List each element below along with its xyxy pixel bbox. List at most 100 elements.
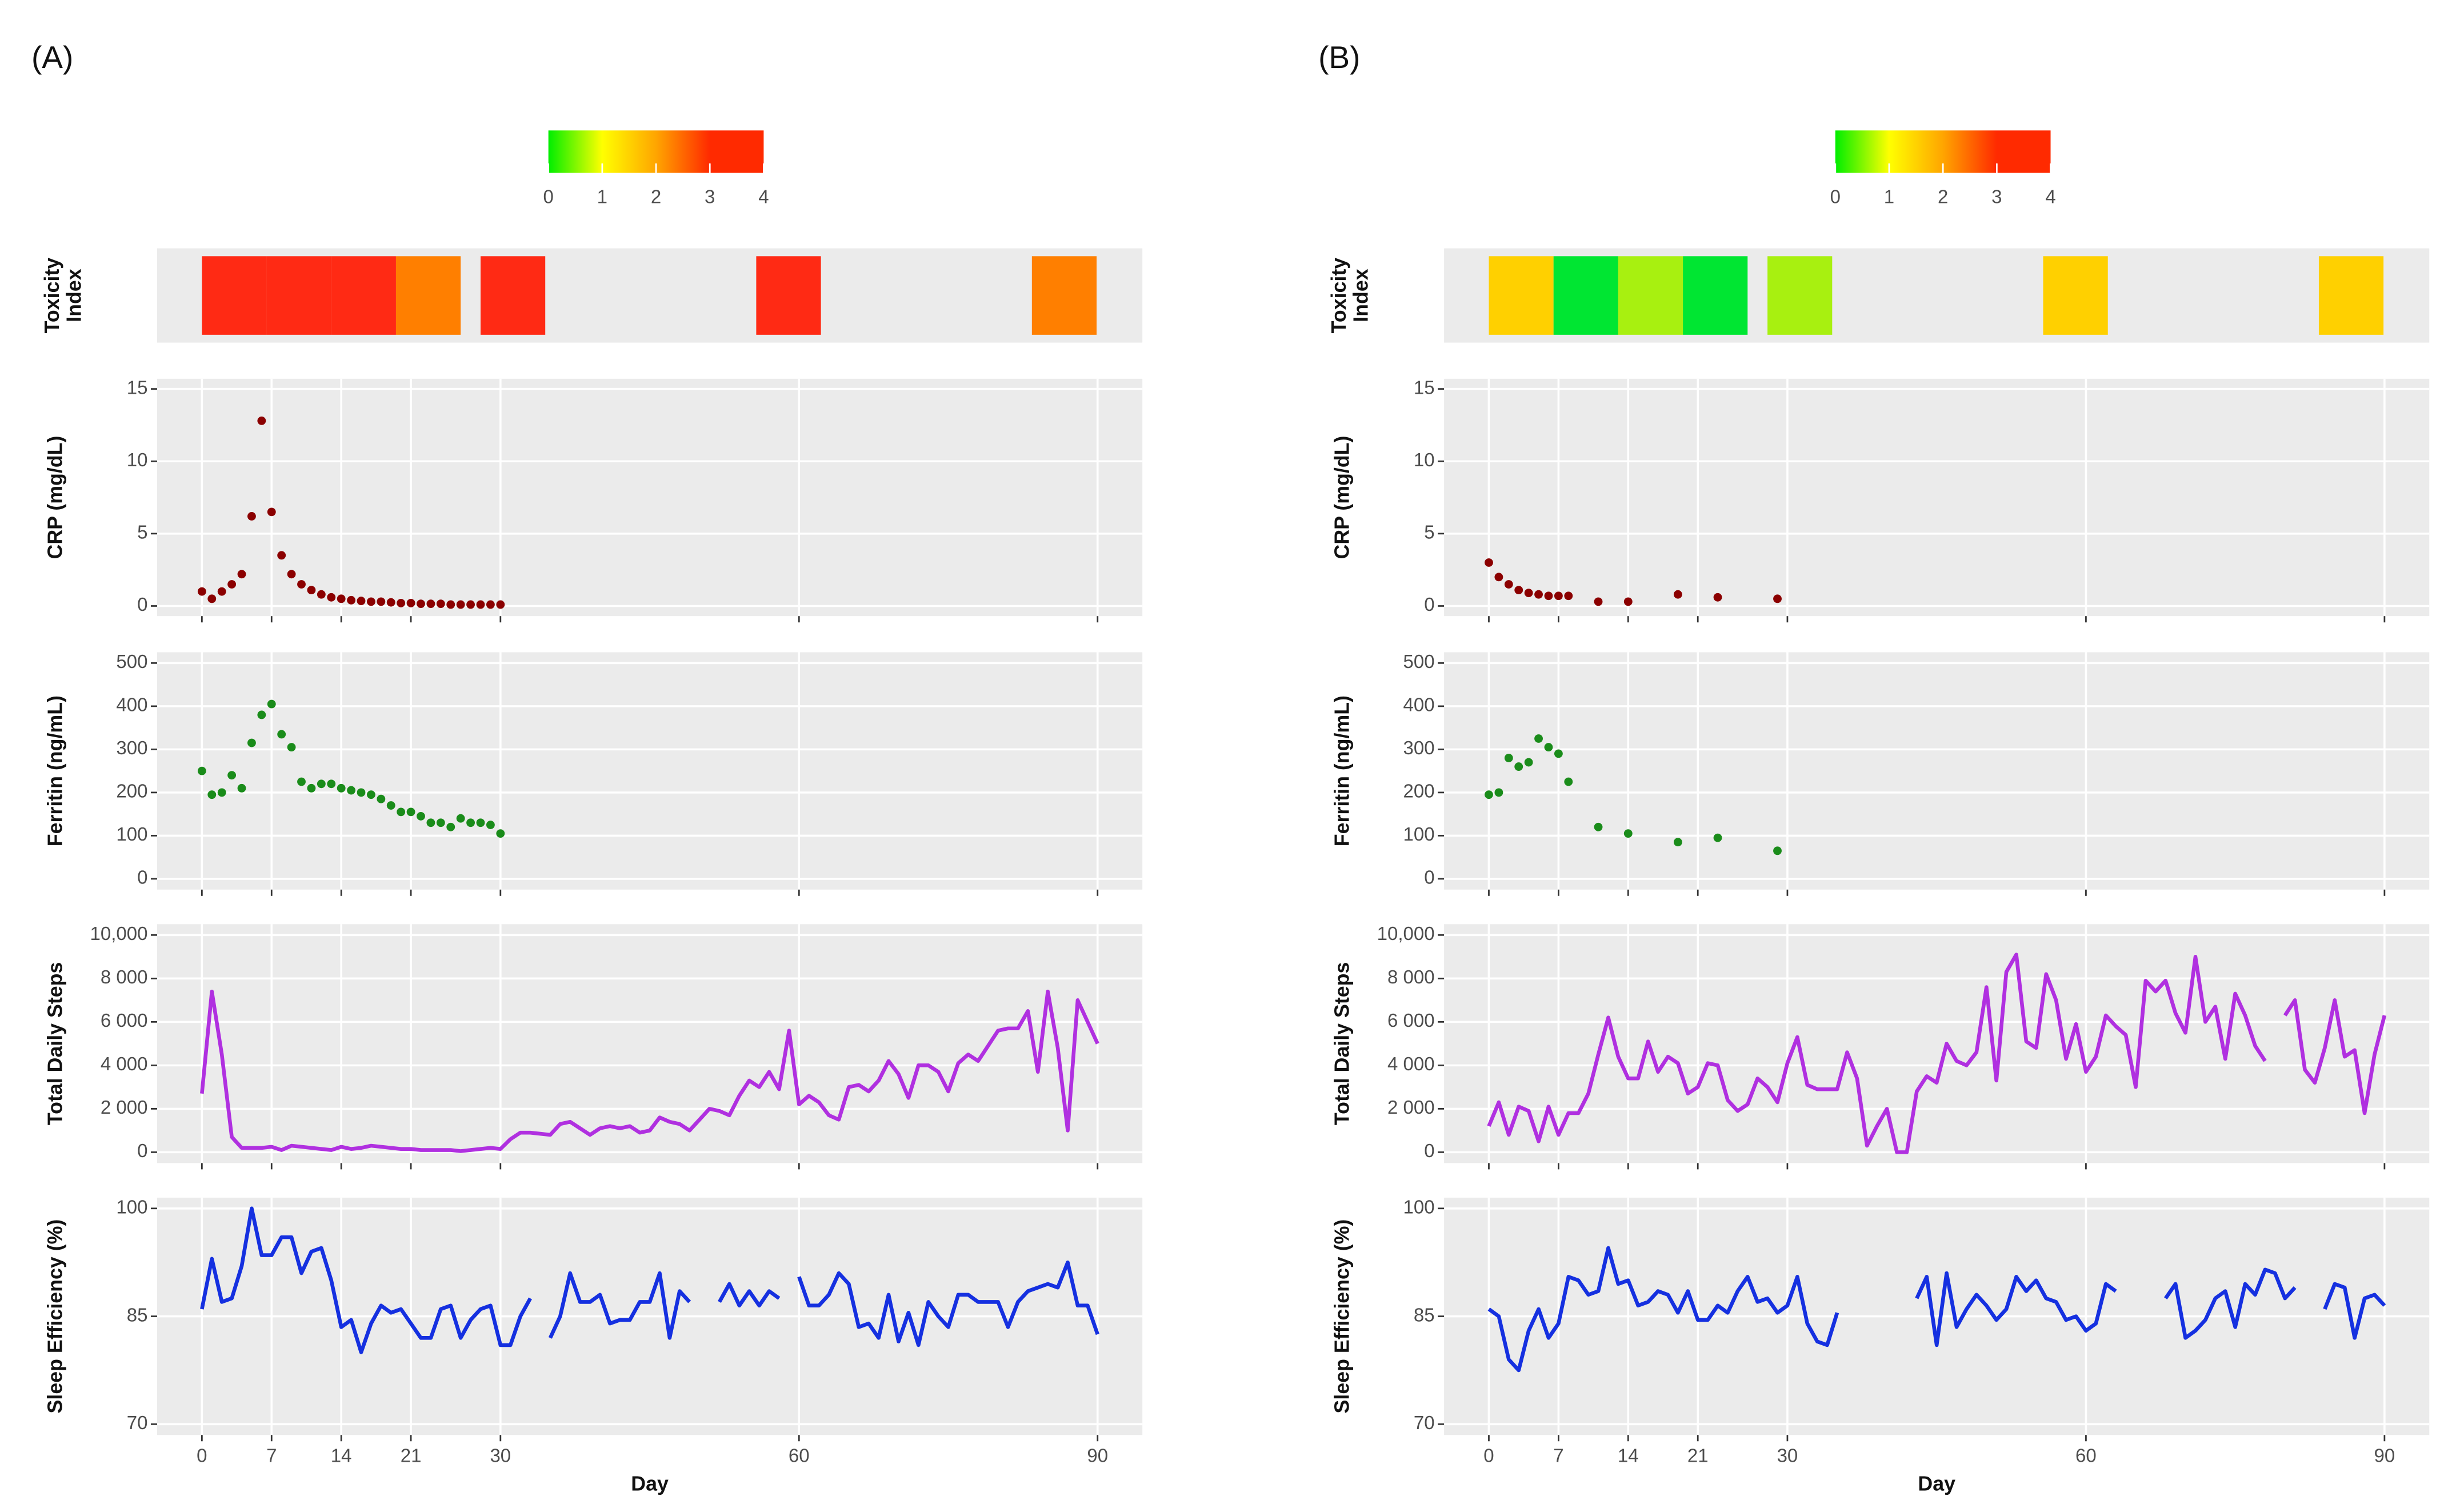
data-point [1554,749,1563,758]
y-tick-label: 4 000 [1387,1053,1435,1074]
y-tick-label: 0 [137,594,147,615]
colorbar-tick-label: 3 [705,186,715,207]
data-point [1524,758,1533,767]
y-tick-label: 2 000 [1387,1097,1435,1118]
data-point [227,771,237,780]
colorbar-tick-label: 3 [1991,186,2002,207]
data-point [1514,586,1523,595]
data-point [377,597,386,606]
y-tick-label: 500 [116,651,147,672]
y-tick-label: 200 [116,781,147,802]
data-point [237,570,246,579]
y-tick-label: 100 [1403,1196,1435,1217]
y-tick-label: 70 [1414,1412,1435,1433]
data-point [377,794,386,803]
y-axis-label: Sleep Efficiency (%) [43,1219,66,1414]
data-point [1564,777,1573,786]
data-point [337,783,346,793]
y-tick-label: 6 000 [101,1010,148,1031]
y-axis-label: Toxicity [41,258,63,334]
data-point [317,779,326,789]
data-point [366,790,375,799]
y-tick-label: 8 000 [101,966,148,987]
data-point [357,597,366,606]
data-point [1773,846,1782,855]
data-point [1504,754,1513,762]
x-tick-label: 7 [1553,1445,1563,1466]
data-point [347,786,356,795]
toxicity-tile [1618,256,1683,335]
y-axis-label: Index [62,269,85,322]
data-point [486,600,495,609]
x-tick-label: 90 [2374,1445,2395,1466]
data-point [277,730,286,739]
y-tick-label: 15 [127,377,148,398]
data-point [307,783,316,793]
data-line [200,989,1099,1153]
x-tick-label: 60 [789,1445,810,1466]
y-tick-label: 5 [1424,522,1434,543]
x-tick-label: 21 [1687,1445,1709,1466]
data-point [207,594,217,603]
y-tick-label: 100 [116,823,147,845]
figure-label: (A) [31,39,73,75]
y-tick-label: 10 [1414,449,1435,470]
y-tick-label: 300 [116,737,147,758]
data-point [466,818,475,827]
data-point [1564,591,1573,601]
x-tick-label: 7 [266,1445,277,1466]
y-tick-label: 0 [137,867,147,888]
y-tick-label: 4 000 [101,1053,148,1074]
data-point [227,580,237,589]
data-point [307,586,316,595]
figure-label: (B) [1318,39,1360,75]
x-axis-label: Day [1918,1473,1955,1495]
y-axis-label: Total Daily Steps [1331,962,1354,1125]
data-point [436,599,445,609]
data-point [267,699,276,709]
y-tick-label: 85 [1414,1304,1435,1325]
data-line [200,1206,1099,1354]
x-tick-label: 30 [1777,1445,1798,1466]
data-point [446,600,455,609]
toxicity-tile [2318,256,2384,335]
toxicity-tile [1031,256,1097,335]
data-point [397,807,406,817]
data-point [1554,591,1563,601]
panel-background [1444,924,2430,1163]
colorbar-tick-label: 0 [1830,186,1841,207]
data-point [207,790,217,799]
data-point [1623,829,1633,838]
data-point [426,818,435,827]
y-tick-label: 10,000 [90,923,148,944]
colorbar-tick-label: 1 [1884,186,1894,207]
y-tick-label: 85 [127,1304,148,1325]
data-point [397,598,406,607]
data-point [297,580,306,589]
data-point [1544,591,1553,601]
data-point [197,587,206,596]
data-point [1534,734,1543,743]
panel-background [157,652,1143,890]
y-tick-label: 6 000 [1387,1010,1435,1031]
x-axis-label: Day [631,1473,669,1495]
colorbar-tick-label: 1 [597,186,607,207]
x-tick-label: 0 [1483,1445,1494,1466]
y-tick-label: 0 [1424,867,1434,888]
colorbar-tick-label: 2 [651,186,661,207]
toxicity-tile [756,256,821,335]
x-tick-label: 30 [490,1445,511,1466]
data-line [1487,953,2387,1154]
data-point [1713,833,1722,842]
data-point [317,590,326,599]
data-point [476,818,485,827]
data-point [1594,822,1603,831]
data-point [446,822,455,831]
data-point [1494,788,1503,797]
toxicity-tile [266,256,331,335]
data-point [417,811,425,821]
data-point [476,600,485,609]
data-point [347,595,356,605]
toxicity-tile [1553,256,1618,335]
